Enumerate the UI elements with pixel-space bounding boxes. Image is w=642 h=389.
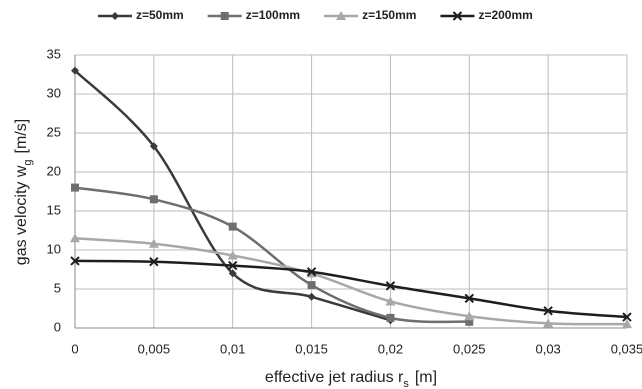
legend-marker xyxy=(220,12,229,20)
y-label-text: gas velocity w xyxy=(13,165,30,265)
series-line xyxy=(74,237,628,326)
x-tick-label: 0,02 xyxy=(378,341,403,356)
x-label-text: effective jet radius r xyxy=(265,369,404,386)
marker xyxy=(71,66,79,75)
marker xyxy=(543,306,553,316)
legend-marker xyxy=(336,11,347,20)
marker xyxy=(228,222,237,231)
marker xyxy=(307,292,316,301)
marker xyxy=(622,319,632,329)
marker xyxy=(306,267,317,277)
marker xyxy=(386,313,395,322)
marker xyxy=(227,250,238,260)
series-line xyxy=(74,259,628,319)
marker xyxy=(543,318,554,328)
marker xyxy=(149,142,158,151)
legend-label: z=200mm xyxy=(478,8,532,22)
x-tick-label: 0,025 xyxy=(453,341,486,356)
marker xyxy=(385,281,396,291)
x-tick-label: 0,005 xyxy=(138,341,171,356)
marker xyxy=(71,183,79,192)
marker xyxy=(70,233,80,243)
legend-label: z=50mm xyxy=(136,8,184,22)
y-tick-label: 20 xyxy=(47,163,61,178)
marker xyxy=(149,195,158,204)
y-label-unit: [m/s] xyxy=(13,119,30,154)
y-tick-label: 0 xyxy=(54,319,61,334)
legend-marker xyxy=(452,11,463,21)
series-line xyxy=(74,186,470,324)
marker xyxy=(228,260,238,271)
x-axis-label: effective jet radius rs [m] xyxy=(265,369,437,389)
marker xyxy=(385,296,396,306)
x-tick-label: 0,015 xyxy=(295,341,328,356)
marker xyxy=(464,311,475,321)
y-label-sub: g xyxy=(22,159,34,165)
y-axis-label: gas velocity wg [m/s] xyxy=(13,119,34,265)
legend-label: z=100mm xyxy=(246,8,300,22)
marker xyxy=(464,293,474,304)
x-tick-label: 0,01 xyxy=(220,341,245,356)
series-line xyxy=(74,69,391,322)
marker xyxy=(70,256,80,266)
marker xyxy=(148,238,159,248)
legend-marker xyxy=(111,12,119,20)
x-tick-label: 0,035 xyxy=(611,341,642,356)
marker xyxy=(149,256,159,267)
x-tick-label: 0 xyxy=(71,341,78,356)
y-tick-label: 35 xyxy=(47,46,61,61)
marker xyxy=(465,317,474,326)
marker xyxy=(307,281,316,290)
marker xyxy=(622,312,632,322)
y-tick-label: 5 xyxy=(54,280,61,295)
y-tick-label: 10 xyxy=(47,241,61,256)
x-label-sub: s xyxy=(403,378,409,389)
y-tick-label: 30 xyxy=(47,85,61,100)
y-tick-label: 15 xyxy=(47,202,61,217)
marker xyxy=(228,269,237,278)
y-tick-label: 25 xyxy=(47,124,61,139)
x-tick-label: 0,03 xyxy=(535,341,560,356)
legend-label: z=150mm xyxy=(362,8,416,22)
x-label-unit: [m] xyxy=(415,369,437,386)
